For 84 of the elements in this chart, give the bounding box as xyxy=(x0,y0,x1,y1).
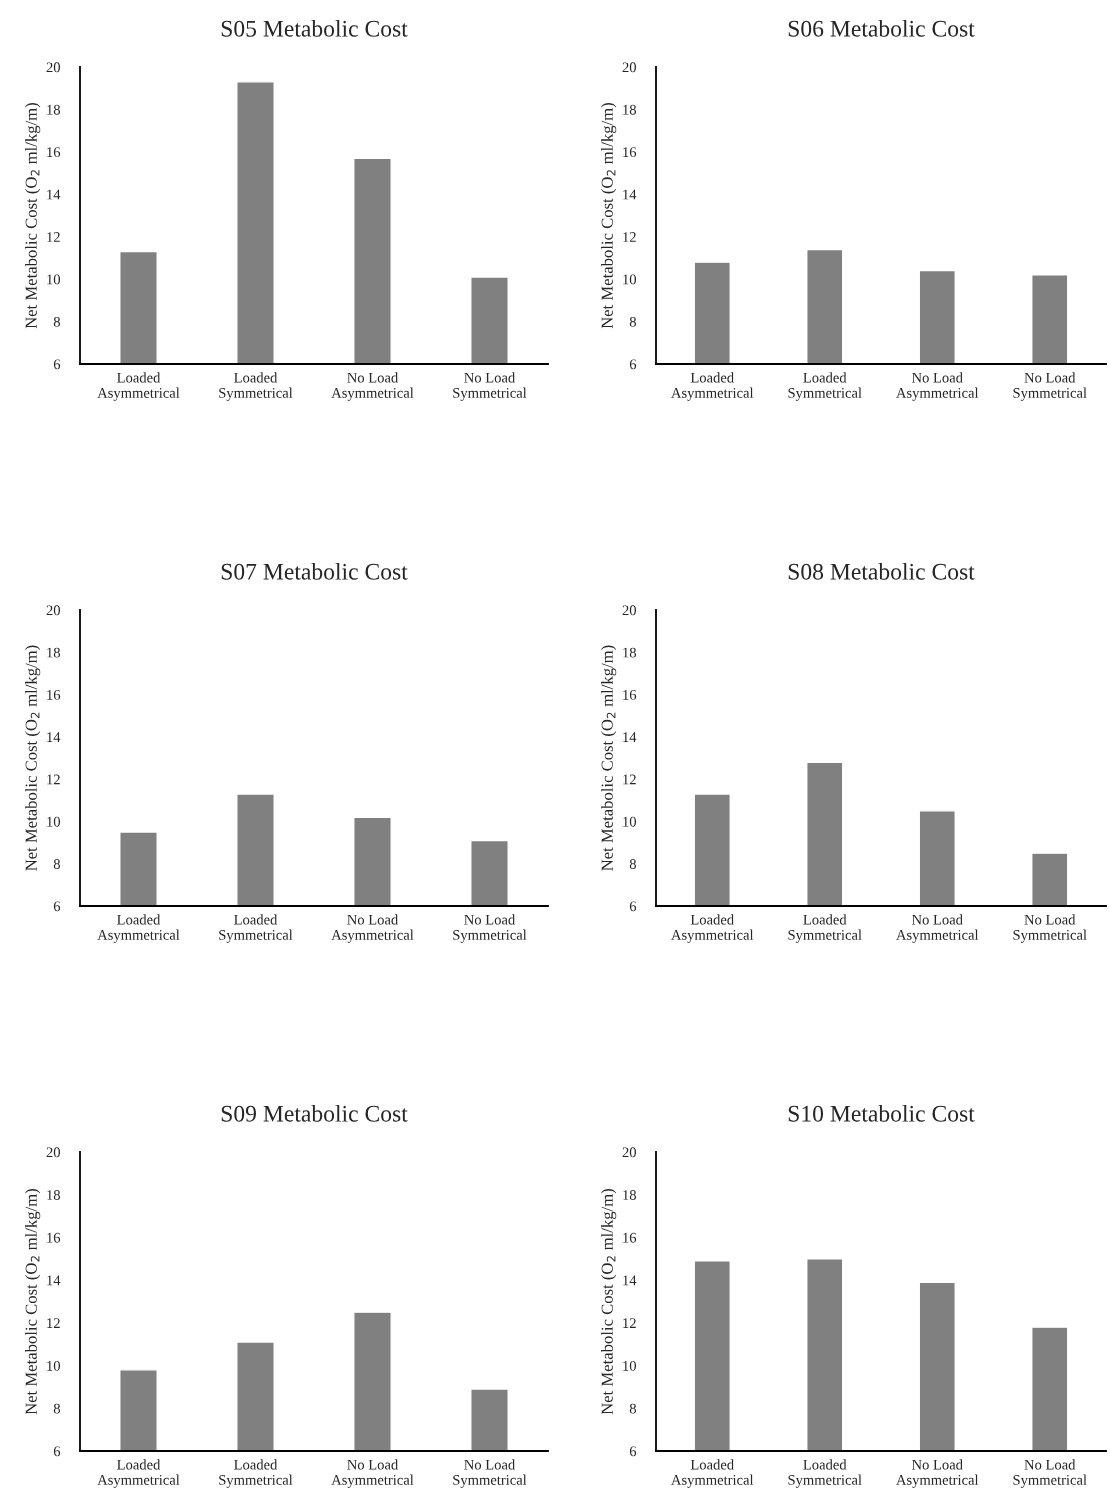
x-tick-label: No Load Asymmetrical xyxy=(331,1459,414,1488)
y-tick-label: 14 xyxy=(623,732,637,742)
y-tick-label: 10 xyxy=(47,1360,60,1371)
y-tick-label: 16 xyxy=(623,689,637,700)
y-tick-label: 16 xyxy=(623,1232,637,1243)
y-tick-label: 18 xyxy=(47,1190,60,1200)
y-tick-label: 8 xyxy=(629,316,636,327)
chart-title: S10 Metabolic Cost xyxy=(788,1105,975,1122)
chart-title: S07 Metabolic Cost xyxy=(221,563,408,580)
x-tick-label: Loaded Symmetrical xyxy=(219,914,293,943)
y-tick-label: 14 xyxy=(47,189,61,200)
y-tick-label: 16 xyxy=(47,689,61,700)
y-tick-label: 6 xyxy=(53,1446,61,1457)
y-tick-label: 6 xyxy=(629,901,637,912)
y-tick-label: 20 xyxy=(46,62,60,73)
y-tick-label: 6 xyxy=(53,359,61,370)
y-tick-label: 20 xyxy=(622,62,636,73)
x-tick-label: Loaded Asymmetrical xyxy=(97,372,180,401)
chart-title: S09 Metabolic Cost xyxy=(221,1105,408,1122)
y-tick-label: 12 xyxy=(623,1318,636,1328)
y-tick-label: 20 xyxy=(622,1147,636,1158)
y-tick-label: 20 xyxy=(622,605,636,616)
x-tick-label: No Load Symmetrical xyxy=(453,1459,527,1488)
y-tick-label: 12 xyxy=(623,232,636,242)
x-tick-label: No Load Symmetrical xyxy=(1013,372,1087,401)
y-tick-label: 8 xyxy=(53,859,60,869)
y-tick-label: 10 xyxy=(47,274,60,285)
x-tick-label: Loaded Asymmetrical xyxy=(97,914,180,943)
y-tick-label: 16 xyxy=(623,147,637,158)
y-tick-label: 12 xyxy=(47,1318,60,1328)
x-tick-label: Loaded Symmetrical xyxy=(788,372,862,401)
y-axis-title: Net Metabolic Cost (O$_{2}$ ml/kg/m) xyxy=(25,645,41,871)
y-tick-label: 8 xyxy=(629,859,636,869)
y-axis-title: Net Metabolic Cost (O$_{2}$ ml/kg/m) xyxy=(25,103,41,329)
y-tick-label: 10 xyxy=(623,274,636,285)
x-tick-label: Loaded Asymmetrical xyxy=(671,914,754,943)
y-tick-label: 16 xyxy=(47,147,61,158)
y-tick-label: 12 xyxy=(47,774,60,785)
y-tick-label: 12 xyxy=(623,774,636,785)
y-tick-label: 20 xyxy=(46,1147,60,1158)
x-tick-label: Loaded Symmetrical xyxy=(788,914,862,943)
y-tick-label: 6 xyxy=(53,901,61,912)
y-tick-label: 20 xyxy=(46,605,60,616)
chart-title: S08 Metabolic Cost xyxy=(788,563,975,580)
y-tick-label: 14 xyxy=(623,1275,637,1286)
y-tick-label: 16 xyxy=(47,1232,61,1243)
x-tick-label: No Load Asymmetrical xyxy=(331,914,414,943)
x-tick-label: No Load Asymmetrical xyxy=(896,1459,979,1488)
y-tick-label: 12 xyxy=(47,232,60,242)
y-tick-label: 18 xyxy=(623,647,636,658)
y-tick-label: 10 xyxy=(623,1360,636,1371)
x-tick-label: No Load Symmetrical xyxy=(1013,1459,1087,1488)
y-tick-label: 8 xyxy=(53,316,60,327)
y-tick-label: 18 xyxy=(623,1190,636,1200)
chart-title: S06 Metabolic Cost xyxy=(788,20,975,37)
y-tick-label: 14 xyxy=(623,189,637,200)
x-tick-label: Loaded Symmetrical xyxy=(788,1459,862,1488)
y-axis-title: Net Metabolic Cost (O$_{2}$ ml/kg/m) xyxy=(601,645,617,871)
y-tick-label: 6 xyxy=(629,1446,637,1457)
y-axis-title: Net Metabolic Cost (O$_{2}$ ml/kg/m) xyxy=(601,1189,617,1415)
y-axis-title: Net Metabolic Cost (O$_{2}$ ml/kg/m) xyxy=(25,1189,41,1415)
x-tick-label: No Load Asymmetrical xyxy=(896,372,979,401)
x-tick-label: Loaded Asymmetrical xyxy=(671,1459,754,1488)
x-tick-label: No Load Symmetrical xyxy=(453,914,527,943)
x-tick-label: Loaded Symmetrical xyxy=(219,372,293,401)
y-axis-title: Net Metabolic Cost (O$_{2}$ ml/kg/m) xyxy=(601,103,617,329)
y-tick-label: 10 xyxy=(623,816,636,827)
x-tick-label: No Load Asymmetrical xyxy=(896,914,979,943)
x-tick-label: Loaded Asymmetrical xyxy=(671,372,754,401)
y-tick-label: 10 xyxy=(47,816,60,827)
x-tick-label: No Load Symmetrical xyxy=(453,372,527,401)
y-tick-label: 6 xyxy=(629,359,637,370)
y-tick-label: 18 xyxy=(47,104,60,115)
y-tick-label: 14 xyxy=(47,1275,61,1286)
x-tick-label: Loaded Asymmetrical xyxy=(97,1459,180,1488)
chart-title: S05 Metabolic Cost xyxy=(221,20,408,37)
y-tick-label: 8 xyxy=(53,1403,60,1414)
x-tick-label: No Load Symmetrical xyxy=(1013,914,1087,943)
x-tick-label: No Load Asymmetrical xyxy=(331,372,414,401)
y-tick-label: 18 xyxy=(47,647,60,658)
y-tick-label: 8 xyxy=(629,1403,636,1414)
y-tick-label: 14 xyxy=(47,732,61,742)
y-tick-label: 18 xyxy=(623,104,636,115)
x-tick-label: Loaded Symmetrical xyxy=(219,1459,293,1488)
